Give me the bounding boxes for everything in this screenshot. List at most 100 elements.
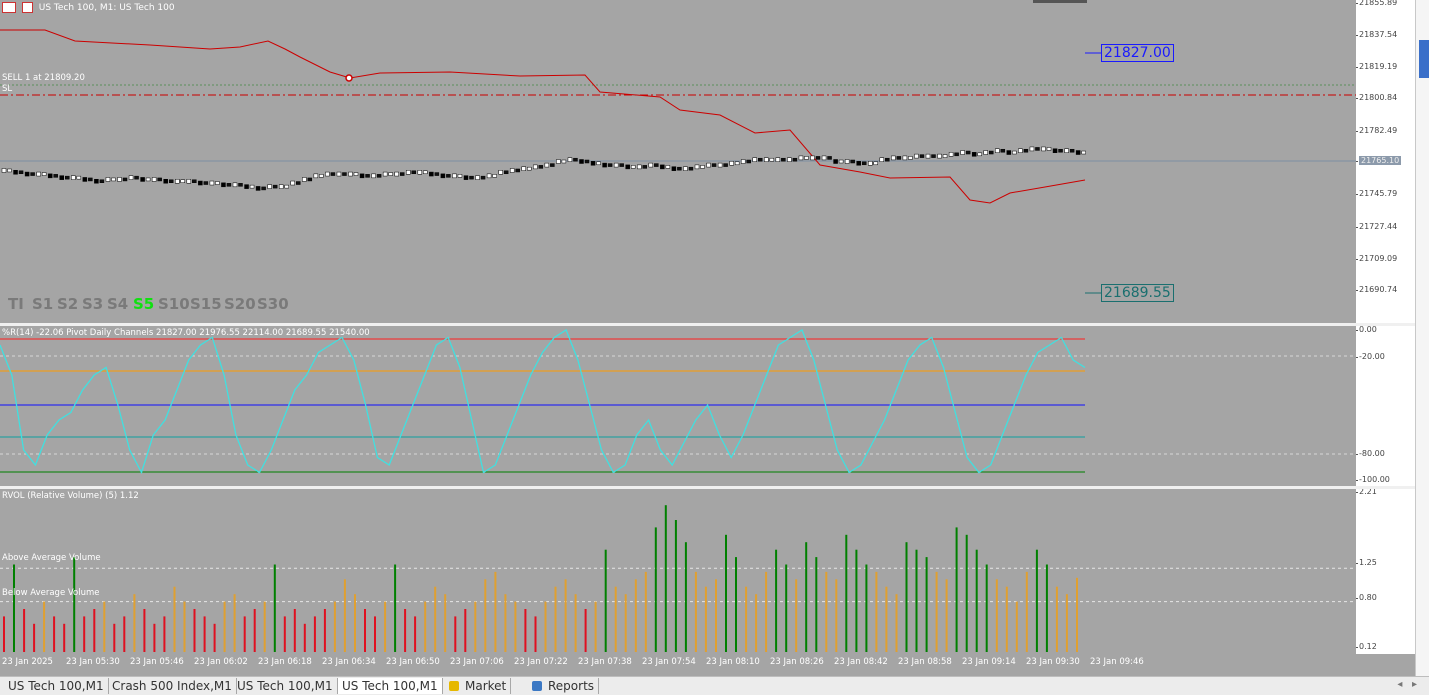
- candle: [278, 184, 284, 189]
- candle: [734, 161, 740, 166]
- candle: [267, 184, 272, 189]
- rvol-bar: [604, 549, 607, 652]
- candle: [873, 161, 878, 166]
- candle: [76, 175, 82, 180]
- timeframe-button-s20[interactable]: S20: [224, 295, 256, 313]
- timeframe-button-s15[interactable]: S15: [190, 295, 222, 313]
- candle: [503, 170, 509, 175]
- rvol-bar: [354, 594, 356, 652]
- candle: [429, 171, 434, 177]
- candle: [740, 159, 746, 164]
- wpr-pane[interactable]: %R(14) -22.06 Pivot Daily Channels 21827…: [0, 326, 1356, 486]
- candle: [838, 159, 844, 164]
- upper-level-box[interactable]: 21827.00: [1101, 44, 1174, 62]
- timeframe-button-s10[interactable]: S10: [158, 295, 190, 313]
- time-tick: 23 Jan 07:38: [578, 657, 632, 667]
- candle: [486, 173, 492, 179]
- candle: [1012, 150, 1017, 155]
- timeframe-button-s30[interactable]: S30: [257, 295, 289, 313]
- candle: [1035, 147, 1040, 151]
- candle: [868, 161, 873, 166]
- tab-market[interactable]: Market: [445, 678, 512, 694]
- candle: [388, 172, 393, 176]
- candle: [342, 172, 347, 176]
- timeframe-button-ti[interactable]: TI: [8, 295, 24, 313]
- timeframe-button-s3[interactable]: S3: [82, 295, 104, 313]
- candle: [117, 177, 122, 182]
- candle: [446, 174, 451, 178]
- candle: [244, 184, 249, 189]
- candle: [255, 186, 261, 191]
- candle: [434, 172, 440, 176]
- timeframe-button-s1[interactable]: S1: [32, 295, 54, 313]
- time-tick: 23 Jan 06:02: [194, 657, 248, 667]
- rvol-scale[interactable]: 2.21 1.25 0.80 0.12: [1356, 489, 1415, 654]
- tab-scroll-arrows[interactable]: ◂ ▸: [1397, 679, 1417, 690]
- lower-level-box[interactable]: 21689.55: [1101, 284, 1174, 302]
- candle: [550, 163, 555, 167]
- candle: [815, 156, 821, 160]
- pane-separator[interactable]: [0, 486, 1415, 489]
- wpr-line: [0, 329, 1086, 475]
- time-tick: 23 Jan 2025: [2, 657, 53, 667]
- rvol-pane[interactable]: RVOL (Relative Volume) (5) 1.12 Above Av…: [0, 489, 1356, 654]
- candle: [648, 162, 654, 168]
- candle: [1041, 146, 1046, 152]
- tab-label: Market: [465, 679, 507, 693]
- rvol-bar: [303, 623, 306, 652]
- candle: [1075, 150, 1081, 155]
- toolbar-tab[interactable]: [1033, 0, 1087, 3]
- rvol-bar: [183, 601, 186, 652]
- candle: [885, 157, 890, 162]
- window-menu-icon[interactable]: [2, 2, 16, 13]
- candle: [13, 170, 18, 175]
- rvol-bar: [243, 616, 246, 652]
- candle: [533, 164, 538, 170]
- rvol-bar: [1025, 571, 1028, 652]
- price-tick: 21782.49: [1356, 126, 1398, 135]
- candle: [1, 168, 7, 173]
- chart-icon: [532, 681, 542, 691]
- rvol-bar: [875, 571, 878, 652]
- main-price-scale[interactable]: 21855.89 21837.54 21819.19 21800.84 21782.49…: [1356, 0, 1415, 323]
- rvol-bar: [283, 616, 286, 652]
- rvol-bar: [414, 616, 417, 652]
- time-tick: 23 Jan 08:26: [770, 657, 824, 667]
- wpr-scale[interactable]: 0.00 -20.00 -80.00 -100.00: [1356, 326, 1415, 486]
- main-chart-svg[interactable]: [0, 0, 1356, 323]
- candle: [463, 175, 469, 180]
- tab-us-tech-100-m1[interactable]: US Tech 100,M1: [233, 678, 338, 694]
- candle: [330, 172, 336, 176]
- candle: [284, 184, 289, 189]
- timeframe-button-s5[interactable]: S5: [133, 295, 155, 313]
- indicator-check-icon[interactable]: [21, 2, 33, 13]
- candle: [203, 181, 209, 185]
- pane-separator[interactable]: [0, 323, 1415, 326]
- timeframe-button-s2[interactable]: S2: [57, 295, 79, 313]
- tab-crash-500-index-m1[interactable]: Crash 500 Index,M1: [108, 678, 237, 694]
- right-side-panel[interactable]: [1415, 0, 1429, 676]
- rvol-bar: [704, 586, 707, 652]
- rvol-bar: [1005, 586, 1008, 652]
- rvol-bar: [935, 571, 938, 652]
- tab-reports[interactable]: Reports: [528, 678, 600, 694]
- candle: [561, 159, 567, 164]
- candle: [642, 165, 647, 169]
- candle: [53, 174, 58, 178]
- wpr-tick: -80.00: [1356, 449, 1385, 458]
- price-tick: 21709.09: [1356, 254, 1398, 263]
- price-tick: 21800.84: [1356, 93, 1398, 102]
- tab-us-tech-100-m1[interactable]: US Tech 100,M1: [4, 678, 109, 694]
- rvol-bar: [1035, 549, 1038, 652]
- rvol-bar: [554, 586, 557, 652]
- tab-us-tech-100-m1[interactable]: US Tech 100,M1: [338, 678, 443, 694]
- timeframe-button-s4[interactable]: S4: [107, 295, 129, 313]
- time-axis[interactable]: 23 Jan 2025 23 Jan 05:30 23 Jan 05:46 23 Ja…: [0, 654, 1415, 676]
- main-chart-pane[interactable]: US Tech 100, M1: US Tech 100 SELL 1 at 2…: [0, 0, 1356, 323]
- candle: [891, 155, 896, 161]
- rvol-bar: [995, 579, 998, 652]
- candle: [272, 184, 278, 189]
- rvol-tick: 2.21: [1356, 489, 1377, 496]
- candle: [925, 153, 931, 159]
- rvol-bar: [624, 594, 627, 652]
